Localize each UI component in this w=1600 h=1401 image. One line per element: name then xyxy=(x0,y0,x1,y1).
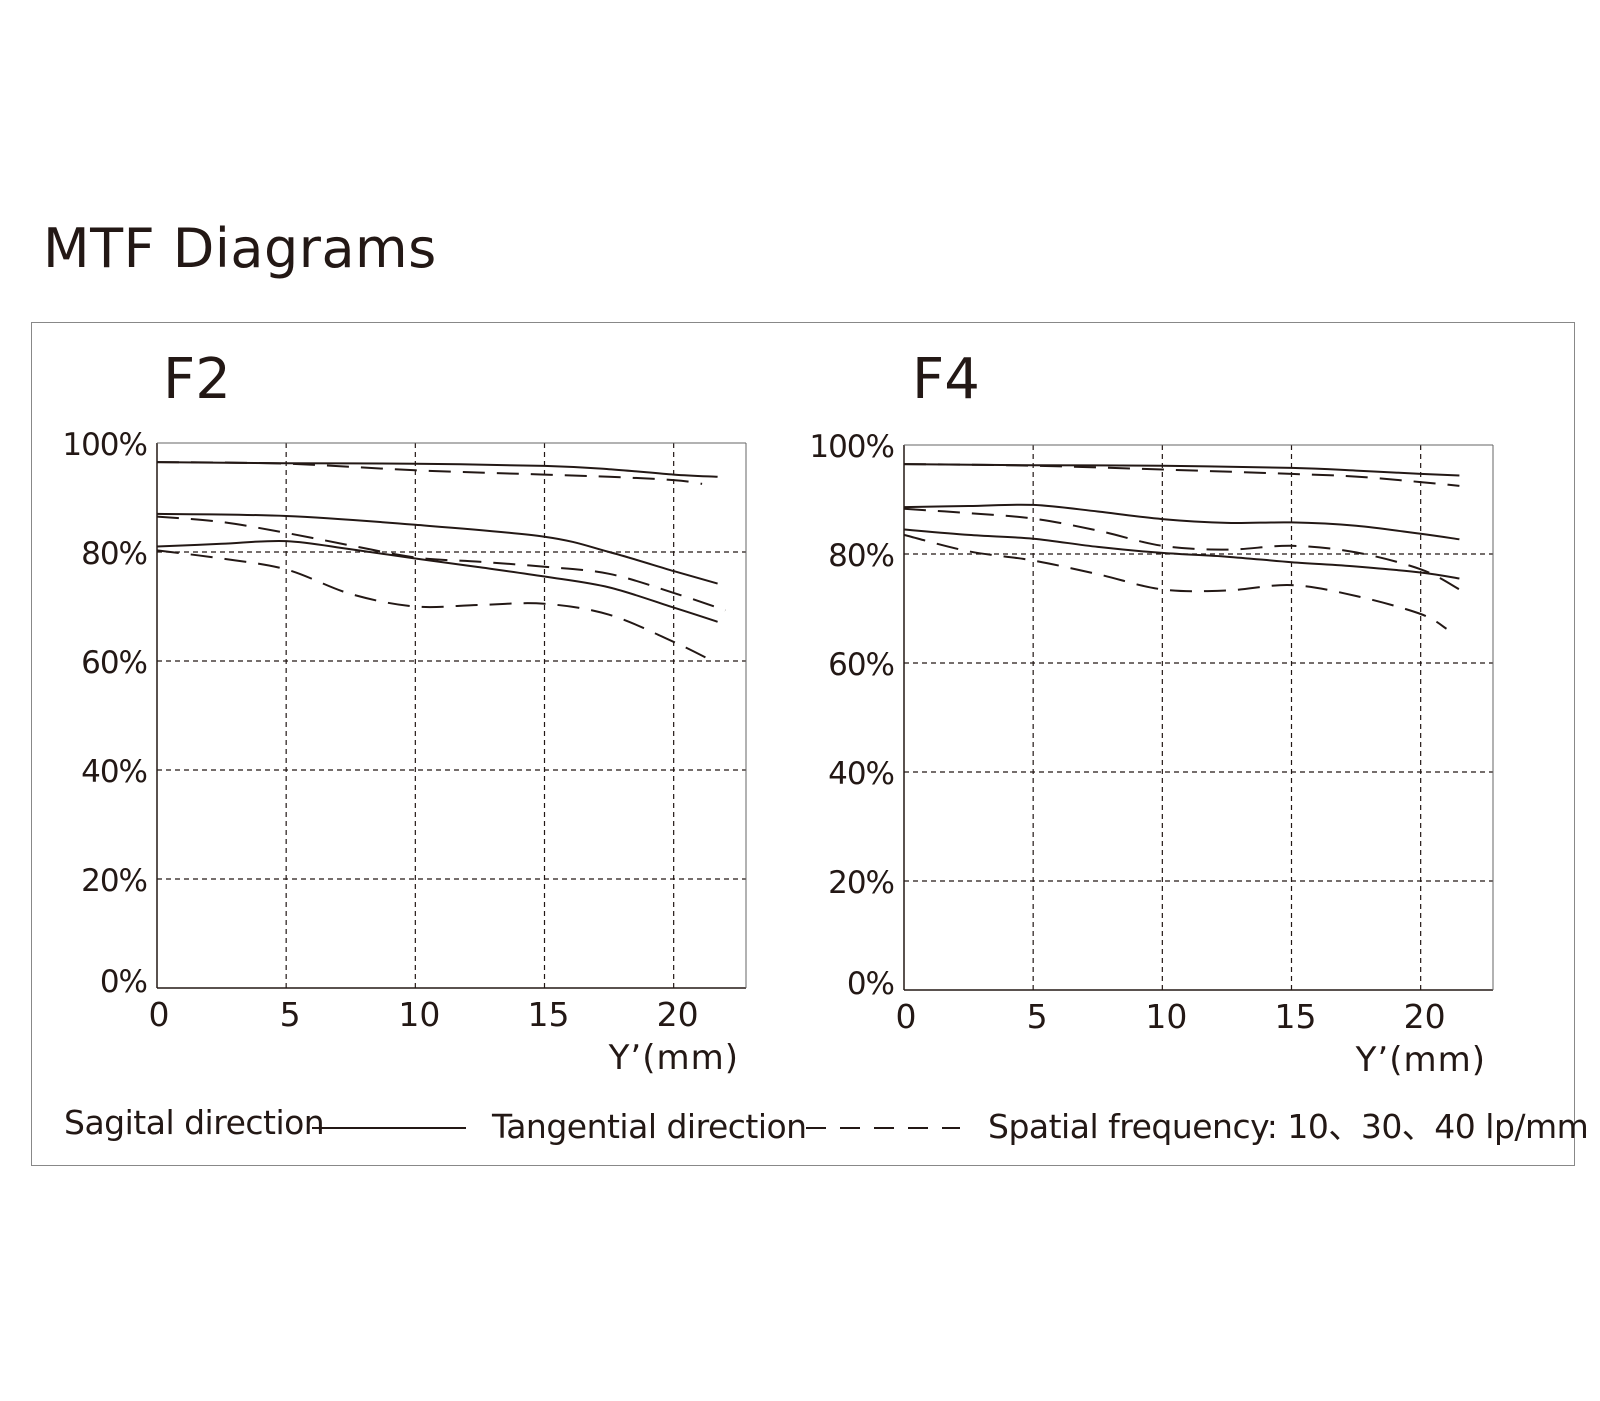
page-title: MTF Diagrams xyxy=(43,217,437,280)
chart-f4: F4 0% 20% 40% 60% 80% 100% 0 5 10 15 20 Y’(mm) xyxy=(809,347,1494,1080)
x-tick-label: 20 xyxy=(1404,997,1446,1036)
series-line xyxy=(903,503,1460,541)
y-tick-label: 0% xyxy=(847,966,894,1002)
y-tick-label: 0% xyxy=(100,964,147,1000)
x-axis-label: Y’(mm) xyxy=(608,1038,739,1078)
series-line xyxy=(156,461,718,478)
chart-title: F4 xyxy=(912,347,980,412)
legend-spatial-frequency-label: Spatial frequency: 10、30、40 lp/mm xyxy=(988,1107,1589,1146)
series-line xyxy=(156,515,726,612)
x-tick-label: 20 xyxy=(657,995,699,1034)
legend-sagittal-label: Sagital direction xyxy=(64,1103,325,1142)
series-line xyxy=(903,528,1460,580)
chart-frame xyxy=(31,322,1575,1166)
x-axis-label: Y’(mm) xyxy=(1355,1040,1486,1080)
x-tick-label: 5 xyxy=(280,995,301,1034)
chart-f2: F2 0% 20% 40% 60% 80% 100% 0 5 10 15 20 Y’(mm) xyxy=(62,347,747,1078)
y-tick-label: 20% xyxy=(828,865,894,901)
x-tick-label: 10 xyxy=(1145,997,1187,1036)
y-tick-label: 100% xyxy=(809,429,894,465)
y-tick-label: 60% xyxy=(81,645,147,681)
series-line xyxy=(903,507,1460,591)
series-line xyxy=(156,461,703,485)
series-line xyxy=(903,463,1460,487)
series-line xyxy=(903,533,1448,630)
x-tick-label: 15 xyxy=(1275,997,1317,1036)
x-tick-label: 0 xyxy=(896,997,917,1036)
y-tick-label: 80% xyxy=(828,538,894,574)
y-tick-label: 60% xyxy=(828,647,894,683)
x-tick-label: 5 xyxy=(1027,997,1048,1036)
legend-tangential-label: Tangential direction xyxy=(492,1107,807,1146)
series-line xyxy=(156,549,713,662)
y-tick-label: 40% xyxy=(81,754,147,790)
x-tick-label: 10 xyxy=(398,995,440,1034)
y-tick-label: 80% xyxy=(81,536,147,572)
y-tick-label: 20% xyxy=(81,863,147,899)
x-tick-label: 0 xyxy=(149,995,170,1034)
series-line xyxy=(156,512,718,585)
y-tick-label: 40% xyxy=(828,756,894,792)
y-tick-label: 100% xyxy=(62,427,147,463)
chart-title: F2 xyxy=(163,347,231,412)
x-tick-label: 15 xyxy=(528,995,570,1034)
series-line xyxy=(156,539,718,623)
